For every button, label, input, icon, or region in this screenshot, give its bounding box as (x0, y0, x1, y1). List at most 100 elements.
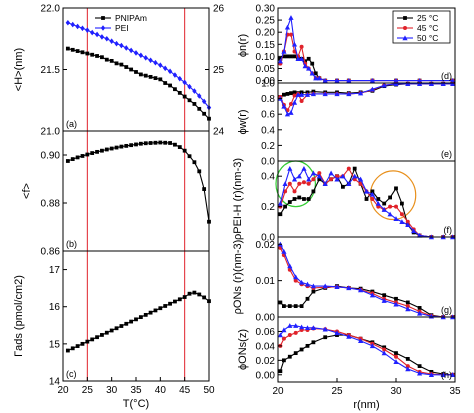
data-point (158, 77, 163, 82)
data-point (124, 65, 129, 69)
series-line (279, 83, 453, 115)
series-45C (278, 81, 455, 113)
data-point (158, 140, 163, 145)
data-point (369, 77, 375, 83)
data-point (197, 106, 202, 111)
data-point (85, 51, 90, 56)
data-point (100, 148, 104, 153)
data-point (168, 83, 172, 88)
data-point (291, 41, 298, 47)
data-point (173, 87, 177, 92)
data-point (405, 81, 411, 86)
y-tick-label: 0.04 (256, 341, 276, 352)
data-point (394, 354, 398, 359)
data-point (80, 50, 85, 55)
data-point (278, 300, 283, 305)
data-point (85, 27, 90, 33)
data-point (138, 72, 143, 77)
data-point (450, 372, 456, 377)
x-tick-label: 45 (179, 385, 191, 396)
data-point (114, 61, 119, 66)
series-45C (278, 166, 455, 239)
data-point (429, 369, 434, 374)
legend-marker (403, 16, 407, 20)
data-point (293, 330, 298, 335)
data-point (387, 211, 393, 217)
data-point (293, 274, 299, 280)
y-tick-label: 0.90 (41, 151, 61, 162)
y-tick-label: 0.10 (256, 52, 276, 63)
data-point (296, 173, 302, 179)
panel-label: (f) (444, 225, 453, 235)
panel-label: (g) (441, 305, 452, 315)
data-point (129, 319, 134, 324)
y-tick-label: 0.25 (256, 16, 276, 27)
data-point (310, 170, 316, 176)
x-tick-label: 50 (203, 385, 215, 396)
data-point (177, 297, 182, 302)
data-point (90, 52, 95, 57)
data-point (399, 219, 405, 224)
series-line (279, 325, 453, 376)
series-black (65, 290, 211, 353)
data-point (124, 321, 129, 326)
data-point (278, 369, 283, 374)
data-point (369, 191, 375, 197)
data-point (311, 189, 316, 194)
x-tick-label: 20 (57, 385, 69, 396)
data-point (129, 67, 134, 72)
panel-d: 0.000.050.100.150.200.250.30 ϕn(r) (d) 25 °… (237, 4, 456, 87)
y-tick-label: 0.15 (256, 40, 276, 51)
data-point (75, 49, 80, 53)
data-point (95, 335, 99, 340)
data-point (100, 55, 104, 60)
panel-label: (h) (441, 370, 452, 380)
panel-frame (62, 250, 210, 382)
data-point (299, 56, 305, 62)
data-point (109, 58, 114, 63)
data-point (393, 77, 399, 83)
data-point (94, 31, 100, 38)
data-point (305, 343, 310, 348)
data-point (197, 292, 202, 297)
data-point (182, 79, 187, 86)
y-tick-label: 0.05 (256, 64, 276, 75)
data-point (317, 171, 322, 176)
y-tick-label: 0.2 (261, 202, 275, 213)
series-50C (277, 241, 456, 320)
data-point (370, 189, 375, 194)
data-point (75, 23, 80, 30)
data-point (99, 34, 105, 40)
panel-label: (b) (66, 239, 77, 249)
data-point (277, 332, 283, 338)
data-point (340, 173, 346, 179)
data-point (322, 326, 328, 332)
data-point (323, 335, 328, 340)
data-point (292, 189, 297, 194)
data-point (417, 81, 423, 86)
data-point (289, 91, 293, 96)
data-point (134, 142, 138, 147)
data-point (316, 75, 322, 81)
data-point (346, 91, 352, 97)
series-25C (278, 54, 455, 83)
data-point (192, 290, 197, 295)
data-point (394, 296, 398, 301)
y-axis-label: ρPEI-H (r)(nm-3) (232, 158, 244, 240)
y-tick-label: 21.5 (41, 65, 61, 76)
y-tick-label: 0.01 (256, 276, 276, 287)
y-tick-label: 16 (49, 302, 61, 313)
data-point (370, 197, 375, 201)
y-tick-label: 0.30 (256, 4, 276, 15)
data-point (192, 102, 197, 106)
data-point (393, 301, 399, 307)
data-point (119, 62, 124, 67)
panel-frame (277, 236, 456, 318)
data-point (329, 177, 334, 182)
data-point (153, 140, 158, 145)
data-point (299, 347, 304, 352)
data-point (173, 299, 177, 304)
y-tick-label: 0.6 (261, 110, 275, 121)
